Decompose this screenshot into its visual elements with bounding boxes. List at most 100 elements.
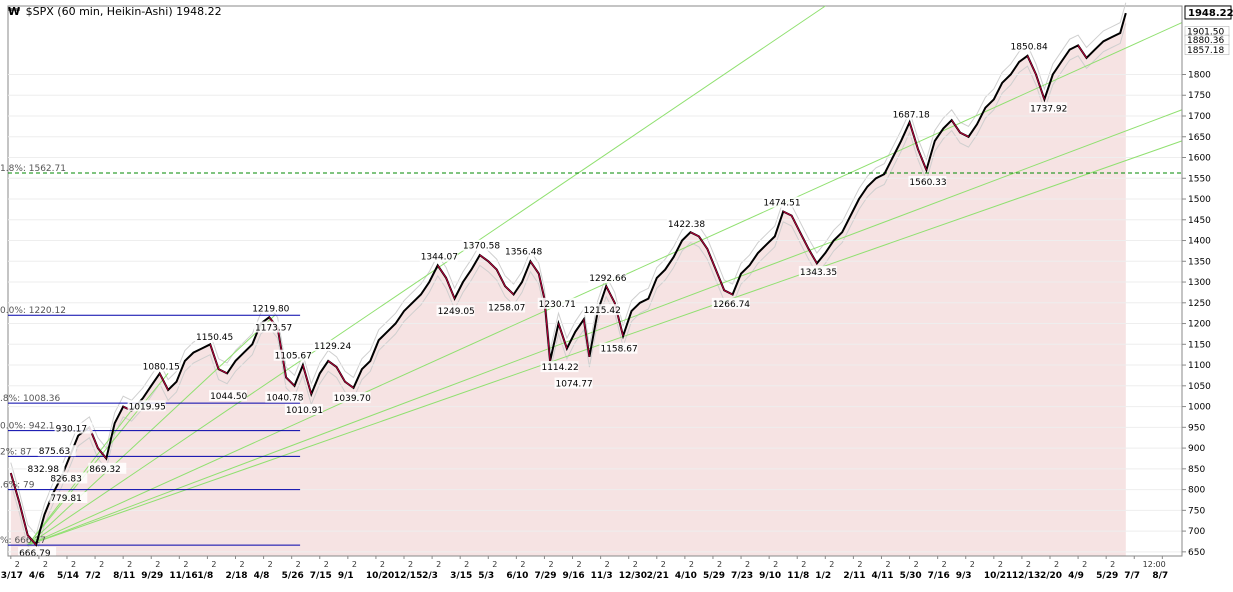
price-down-segment xyxy=(97,447,107,459)
annotation-bg xyxy=(195,331,234,343)
y-tick-label: 1350 xyxy=(1188,257,1211,267)
annotation-label: 1850.84 xyxy=(1011,42,1048,52)
price-down-segment xyxy=(529,261,540,275)
fib-level-label: 0.0%: 942.1 xyxy=(0,422,55,432)
trendline-3 xyxy=(27,109,1183,546)
x-tick-label: 9/16 xyxy=(563,571,585,581)
annotation-bg xyxy=(312,339,351,351)
price-down-segment xyxy=(690,231,700,237)
annotation-bg xyxy=(599,342,638,354)
annotation-bg xyxy=(209,390,248,402)
annotation-bg xyxy=(54,422,93,434)
price-down-segment xyxy=(159,373,169,391)
price-line xyxy=(9,12,1127,547)
right-axis-badge-label: 1857.18 xyxy=(1187,46,1224,56)
x-tick-label: 2/18 xyxy=(225,571,247,581)
annotation-label: 779.81 xyxy=(50,494,81,504)
annotation-label: 1737.92 xyxy=(1030,104,1067,114)
annotation-bg xyxy=(254,321,293,333)
fib-level-label: .8%: 1008.36 xyxy=(0,394,61,404)
x-tick-label: 12/30 xyxy=(619,571,647,581)
annotation-bg xyxy=(88,462,127,474)
x-tick-label: 3/15 xyxy=(450,571,472,581)
x-tick-label: 12/15 xyxy=(394,571,422,581)
x-minor-label: 2 xyxy=(548,560,553,569)
annotation-label: 1019.95 xyxy=(129,402,166,412)
x-minor-label: 2 xyxy=(914,560,919,569)
x-tick-label: 10/20 xyxy=(366,571,394,581)
x-minor-label: 2 xyxy=(801,560,806,569)
x-tick-label: 4/8 xyxy=(254,571,270,581)
fib-level-label: 0.0%: 1220.12 xyxy=(0,306,66,316)
x-tick-label: 2/3 xyxy=(422,571,438,581)
x-tick-label: 9/1 xyxy=(338,571,354,581)
annotation-bg xyxy=(436,305,475,317)
x-tick-label: 8/7 xyxy=(1152,571,1168,581)
annotation-bg xyxy=(49,491,88,503)
x-minor-label-right: 12:00 xyxy=(1143,560,1166,569)
annotation-bg xyxy=(1029,102,1068,114)
x-minor-label: 2 xyxy=(99,560,104,569)
annotation-bg xyxy=(588,272,627,284)
x-minor-label: 2 xyxy=(520,560,525,569)
annotation-bg xyxy=(908,175,947,187)
annotation-bg xyxy=(582,304,621,316)
annotation-label: 1074.77 xyxy=(556,380,593,390)
x-tick-label: 11/16 xyxy=(169,571,197,581)
x-tick-label: 2/11 xyxy=(843,571,865,581)
x-tick-label: 1/8 xyxy=(197,571,213,581)
trendline-1 xyxy=(27,5,826,546)
x-tick-label: 10/21 xyxy=(984,571,1012,581)
annotation-label: 1230.71 xyxy=(539,300,576,310)
y-tick-label: 1000 xyxy=(1188,403,1211,413)
y-tick-label: 1250 xyxy=(1188,299,1211,309)
x-minor-label: 2 xyxy=(689,560,694,569)
x-minor-label: 2 xyxy=(998,560,1003,569)
fib-level-label: %: 666.27 xyxy=(0,536,46,546)
annotation-label: 1249.05 xyxy=(438,307,475,317)
price-down-segment xyxy=(951,119,961,133)
price-down-segment xyxy=(479,254,489,262)
x-minor-label: 2 xyxy=(239,560,244,569)
price-down-segment xyxy=(605,285,616,304)
price-down-segment xyxy=(10,472,20,503)
chart-header: ₩ $SPX (60 min, Heikin-Ashi) 1948.22 xyxy=(8,5,222,18)
y-tick-label: 1600 xyxy=(1188,154,1211,164)
price-down-segment xyxy=(558,323,568,349)
x-minor-label: 2 xyxy=(661,560,666,569)
x-minor-label: 2 xyxy=(43,560,48,569)
y-tick-label: 1550 xyxy=(1188,174,1211,184)
annotation-bg xyxy=(711,297,750,309)
x-tick-label: 11/3 xyxy=(591,571,613,581)
annotation-label: 869.32 xyxy=(89,465,121,475)
y-tick-label: 1800 xyxy=(1188,70,1211,80)
price-down-segment xyxy=(706,248,717,270)
x-minor-label: 2 xyxy=(885,560,890,569)
x-tick-label: 7/29 xyxy=(534,571,556,581)
price-down-segment xyxy=(799,232,809,250)
price-down-segment xyxy=(715,269,725,291)
annotation-bg xyxy=(284,404,323,416)
x-tick-label: 8/11 xyxy=(113,571,135,581)
x-tick-label: 2/21 xyxy=(647,571,669,581)
y-tick-label: 1450 xyxy=(1188,216,1211,226)
annotation-label: 1150.45 xyxy=(196,333,233,343)
last-price-box xyxy=(1184,5,1232,20)
annotation-label: 1173.57 xyxy=(255,324,292,334)
annotation-bg xyxy=(251,302,290,314)
annotation-bg xyxy=(37,445,76,457)
price-down-segment xyxy=(327,360,337,368)
y-tick-label: 650 xyxy=(1188,548,1205,558)
annotation-bg xyxy=(141,360,180,372)
y-tick-label: 1750 xyxy=(1188,91,1211,101)
x-minor-label: 2 xyxy=(1026,560,1031,569)
y-tick-label: 1050 xyxy=(1188,382,1211,392)
x-minor-label: 2 xyxy=(127,560,132,569)
fib-level-label: 2%: 87 xyxy=(0,447,32,457)
x-tick-label: 5/26 xyxy=(282,571,304,581)
lower-band xyxy=(10,23,1127,557)
price-down-segment xyxy=(336,366,346,382)
price-down-segment xyxy=(1035,74,1045,100)
x-minor-label: 2 xyxy=(408,560,413,569)
